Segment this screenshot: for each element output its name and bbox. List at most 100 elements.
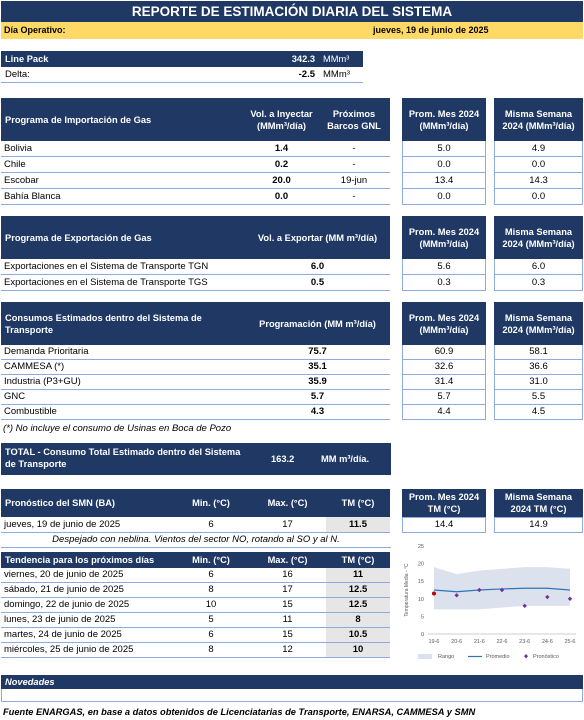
import-row-semana: 4.9 [494, 141, 583, 157]
forecast-max: 17 [249, 517, 326, 533]
y-tick-label: 25 [418, 544, 424, 550]
forecast-prom-header: Prom. Mes 2024 TM (°C) [402, 489, 486, 517]
consumo-row-vol: 75.7 [245, 345, 390, 360]
export-prom-header: Prom. Mes 2024 (MMm³/día) [402, 216, 486, 259]
y-tick-label: 0 [421, 632, 424, 638]
export-row-prom: 0.3 [402, 275, 486, 291]
trend-row-min: 6 [173, 568, 249, 583]
export-vol-header: Vol. a Exportar (MM m³/día) [245, 216, 390, 259]
consumos-vol-header: Programación (MM m³/día) [245, 302, 390, 345]
forecast-prom: 14.4 [402, 517, 486, 533]
consumo-row-semana: 36.6 [494, 360, 583, 375]
operating-day-bar: Día Operativo: jueves, 19 de junio de 20… [1, 22, 583, 39]
import-row-barcos: - [318, 141, 390, 157]
forecast-tm: 11.5 [326, 517, 390, 533]
export-row-vol: 0.5 [245, 275, 390, 291]
import-vol-header: Vol. a Inyectar (MMm³/día) [245, 98, 318, 141]
x-tick-label: 22-6 [496, 639, 507, 645]
trend-row-min: 8 [173, 583, 249, 598]
import-header: Programa de Importación de Gas [1, 98, 245, 141]
import-row-prom: 13.4 [402, 173, 486, 189]
import-prom-header: Prom. Mes 2024 (MMm³/día) [402, 98, 486, 141]
trend-max-header: Max. (°C) [249, 552, 326, 568]
export-header: Programa de Exportación de Gas [1, 216, 245, 259]
line-pack-value: 342.3 [245, 51, 318, 67]
forecast-header: Pronóstico del SMN (BA) [1, 489, 173, 517]
import-row-semana: 0.0 [494, 157, 583, 173]
forecast-max-header: Max. (°C) [249, 489, 326, 517]
novedades-body [1, 689, 583, 702]
trend-row-date: miércoles, 25 de junio de 2025 [1, 643, 173, 658]
y-tick-label: 10 [418, 597, 424, 603]
legend-range-swatch [418, 654, 432, 659]
consumo-row-vol: 5.7 [245, 390, 390, 405]
total-label: TOTAL - Consumo Total Estimado dentro de… [5, 447, 241, 469]
consumo-row-vol: 35.1 [245, 360, 390, 375]
legend-forecast-label: Pronóstico [533, 654, 559, 660]
export-row-prom: 5.6 [402, 259, 486, 275]
report-title: REPORTE DE ESTIMACIÓN DIARIA DEL SISTEMA [1, 1, 583, 22]
import-row-prom: 0.0 [402, 157, 486, 173]
consumo-row-prom: 31.4 [402, 375, 486, 390]
consumos-header: Consumos Estimados dentro del Sistema de… [1, 302, 245, 345]
line-pack-unit: MMm³ [318, 51, 363, 67]
trend-row-max: 15 [249, 598, 326, 613]
trend-row-max: 12 [249, 643, 326, 658]
x-tick-label: 25-6 [564, 639, 575, 645]
line-pack-label: Line Pack [1, 51, 245, 67]
import-row-name: Bolivia [1, 141, 245, 157]
forecast-semana-header: Misma Semana 2024 TM (°C) [494, 489, 583, 517]
forecast-min-header: Min. (°C) [173, 489, 249, 517]
delta-unit: MMm³ [318, 67, 363, 83]
total-bar: TOTAL - Consumo Total Estimado dentro de… [1, 443, 391, 475]
trend-row-min: 10 [173, 598, 249, 613]
footer-source: Fuente ENARGAS, en base a datos obtenido… [3, 707, 476, 717]
forecast-description: Despejado con neblina. Vientos del secto… [1, 533, 391, 548]
x-tick-label: 20-6 [451, 639, 462, 645]
legend-range-label: Rango [438, 654, 454, 660]
consumo-row-prom: 4.4 [402, 405, 486, 420]
trend-row-min: 8 [173, 643, 249, 658]
y-tick-label: 20 [418, 562, 424, 568]
import-row-name: Escobar [1, 173, 245, 189]
trend-row-max: 15 [249, 628, 326, 643]
forecast-point [499, 587, 505, 593]
trend-row-date: sábado, 21 de junio de 2025 [1, 583, 173, 598]
y-axis-label: Temperatura Media - °C [404, 563, 410, 617]
import-row-barcos: - [318, 189, 390, 205]
import-row-prom: 0.0 [402, 189, 486, 205]
legend-average-label: Promedio [486, 654, 510, 660]
delta-label: Delta: [1, 67, 245, 83]
consumos-note: (*) No incluye el consumo de Usinas en B… [3, 423, 232, 434]
trend-row-tm: 10.5 [326, 628, 390, 643]
trend-row-min: 5 [173, 613, 249, 628]
operating-day-value: jueves, 19 de junio de 2025 [373, 25, 489, 35]
forecast-point [432, 591, 436, 596]
consumos-semana-header: Misma Semana 2024 (MMm³/día) [494, 302, 583, 345]
trend-row-date: domingo, 22 de junio de 2025 [1, 598, 173, 613]
import-row-prom: 5.0 [402, 141, 486, 157]
trend-row-max: 16 [249, 568, 326, 583]
novedades-header: Novedades [1, 675, 583, 689]
forecast-date: jueves, 19 de junio de 2025 [1, 517, 173, 533]
consumo-row-name: CAMMESA (*) [1, 360, 245, 375]
import-barcos-header: Próximos Barcos GNL [318, 98, 390, 141]
trend-row-tm: 8 [326, 613, 390, 628]
consumo-row-prom: 60.9 [402, 345, 486, 360]
forecast-min: 6 [173, 517, 249, 533]
total-value: 163.2 [271, 454, 295, 464]
consumo-row-name: GNC [1, 390, 245, 405]
trend-min-header: Min. (°C) [173, 552, 249, 568]
consumos-prom-header: Prom. Mes 2024 (MMm³/día) [402, 302, 486, 345]
export-row-semana: 0.3 [494, 275, 583, 291]
forecast-tm-header: TM (°C) [326, 489, 390, 517]
trend-row-tm: 10 [326, 643, 390, 658]
operating-day-label: Día Operativo: [4, 25, 66, 35]
x-tick-label: 21-6 [474, 639, 485, 645]
import-row-semana: 14.3 [494, 173, 583, 189]
import-row-semana: 0.0 [494, 189, 583, 205]
trend-row-date: lunes, 23 de junio de 2025 [1, 613, 173, 628]
import-row-vol: 20.0 [245, 173, 318, 189]
import-row-name: Chile [1, 157, 245, 173]
import-semana-header: Misma Semana 2024 (MMm³/día) [494, 98, 583, 141]
